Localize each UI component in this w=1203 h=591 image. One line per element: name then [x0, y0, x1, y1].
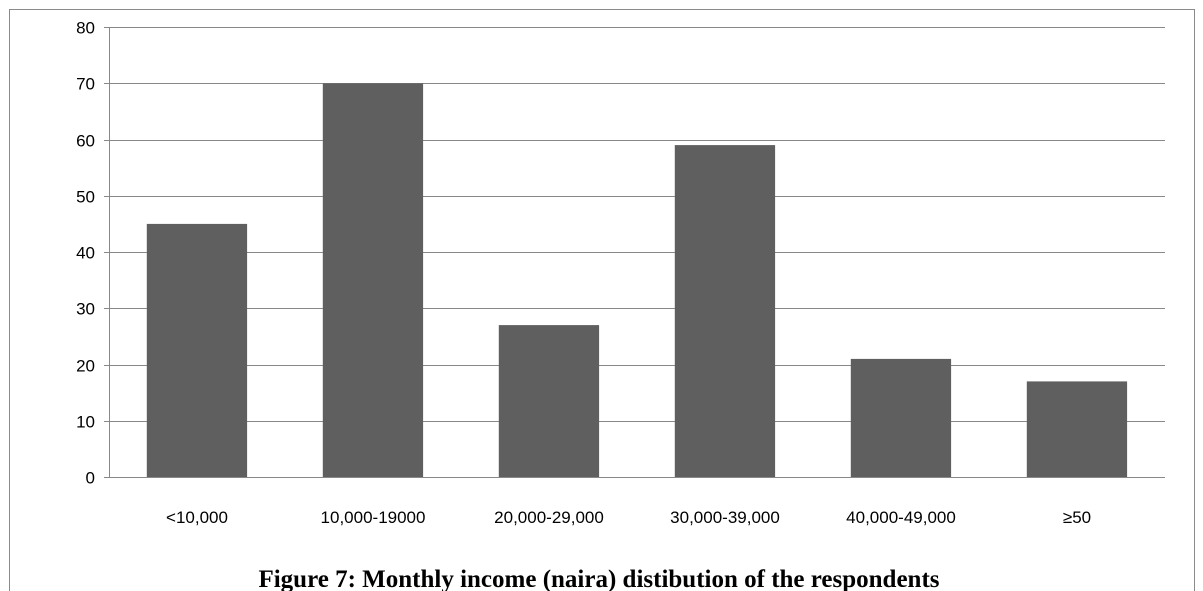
y-tick-label: 80 — [76, 19, 95, 38]
y-tick-label: 60 — [76, 132, 95, 151]
y-tick-label: 20 — [76, 357, 95, 376]
bar — [498, 325, 600, 477]
y-tick-label: 0 — [86, 469, 95, 488]
x-tick-label: 10,000-19000 — [321, 508, 426, 527]
figure-caption: Figure 7: Monthly income (naira) distibu… — [258, 566, 939, 591]
x-axis: <10,000 10,000-19000 20,000-29,000 30,000-3… — [109, 477, 1165, 527]
bar — [850, 358, 952, 477]
x-tick-label: <10,000 — [166, 508, 228, 527]
y-tick-label: 40 — [76, 244, 95, 263]
x-tick-label: 30,000-39,000 — [670, 508, 780, 527]
bar — [674, 145, 776, 477]
bar — [322, 83, 424, 478]
y-tick-label: 70 — [76, 75, 95, 94]
y-tick-label: 10 — [76, 413, 95, 432]
y-tick-label: 30 — [76, 300, 95, 319]
bars — [146, 83, 1128, 478]
x-tick-label: 40,000-49,000 — [846, 508, 956, 527]
x-tick-label: 20,000-29,000 — [494, 508, 604, 527]
x-tick-label: ≥50 — [1063, 508, 1091, 527]
gridlines — [109, 27, 1165, 422]
bar — [146, 223, 248, 477]
bar — [1026, 381, 1128, 477]
y-axis: 0 10 20 30 40 50 60 70 80 — [76, 19, 110, 488]
y-tick-label: 50 — [76, 188, 95, 207]
